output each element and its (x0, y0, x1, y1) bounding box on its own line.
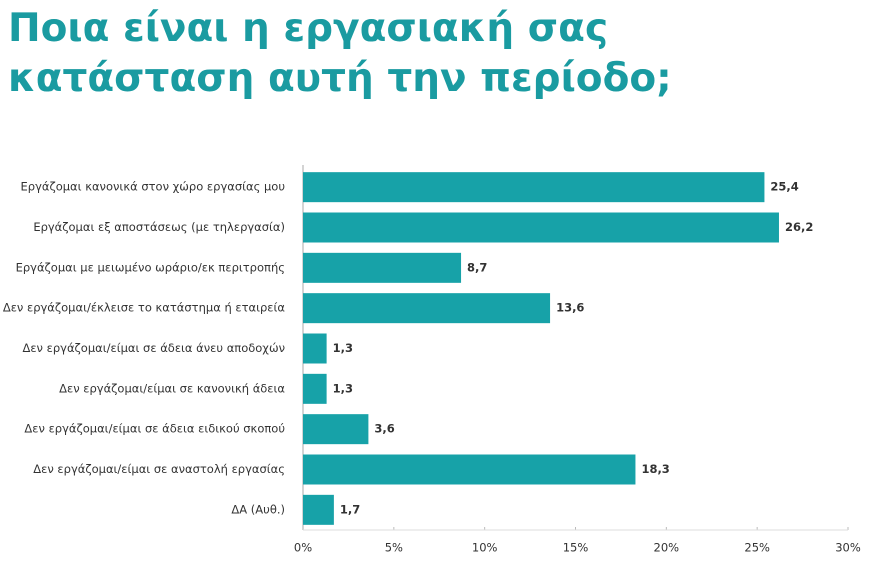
bar (303, 333, 327, 364)
y-tick-label: Δεν εργάζομαι/είμαι σε κανονική άδεια (59, 381, 285, 395)
x-tick-label: 25% (744, 541, 770, 555)
y-tick-label: Δεν εργάζομαι/είμαι σε αναστολή εργασίας (33, 462, 285, 476)
value-label: 1,3 (333, 341, 353, 355)
value-label: 26,2 (785, 220, 813, 234)
bar (303, 212, 779, 243)
value-label: 13,6 (556, 301, 584, 315)
value-label: 18,3 (641, 462, 669, 476)
bar (303, 172, 765, 203)
bar (303, 252, 462, 283)
value-label: 8,7 (467, 260, 487, 274)
value-label: 1,7 (340, 502, 360, 516)
bar (303, 454, 636, 485)
x-tick-label: 10% (472, 541, 498, 555)
value-label: 25,4 (770, 180, 798, 194)
y-tick-label: Δεν εργάζομαι/έκλεισε το κατάστημα ή ετα… (3, 301, 286, 315)
x-tick-label: 15% (563, 541, 589, 555)
value-label: 3,6 (374, 422, 394, 436)
x-tick-label: 30% (835, 541, 861, 555)
bar (303, 373, 327, 404)
y-tick-label: Δεν εργάζομαι/είμαι σε άδεια ειδικού σκο… (24, 422, 285, 436)
y-tick-label: ΔΑ (Αυθ.) (231, 502, 285, 516)
y-tick-label: Εργάζομαι κανονικά στον χώρο εργασίας μο… (21, 180, 286, 194)
x-tick-label: 0% (294, 541, 312, 555)
bar (303, 414, 369, 445)
x-tick-label: 20% (654, 541, 680, 555)
y-tick-label: Εργάζομαι με μειωμένο ωράριο/εκ περιτροπ… (16, 260, 285, 274)
y-tick-label: Δεν εργάζομαι/είμαι σε άδεια άνευ αποδοχ… (22, 341, 285, 355)
value-label: 1,3 (333, 381, 353, 395)
chart-title: Ποια είναι η εργασιακή σας κατάσταση αυτ… (8, 6, 672, 101)
bar (303, 293, 551, 324)
x-tick-label: 5% (385, 541, 403, 555)
bar (303, 494, 334, 525)
y-tick-label: Εργάζομαι εξ αποστάσεως (με τηλεργασία) (33, 220, 285, 234)
